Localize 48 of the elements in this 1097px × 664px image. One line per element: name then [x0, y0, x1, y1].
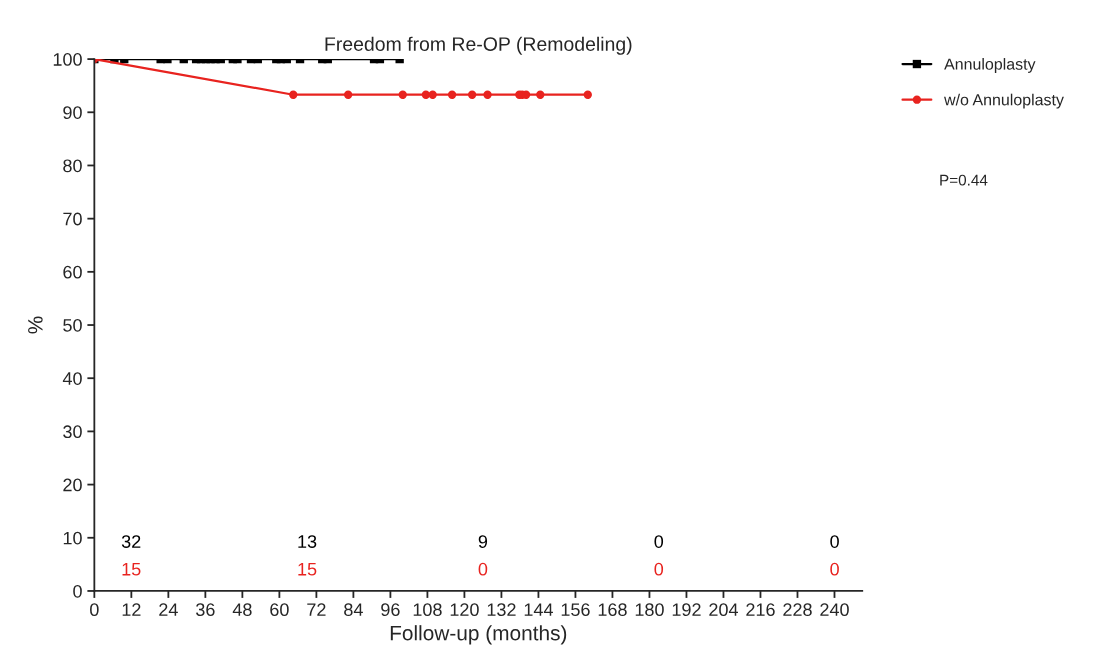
y-tick-label: 60	[63, 265, 82, 279]
x-tick-label: 108	[413, 603, 442, 617]
y-axis-title: %	[28, 316, 43, 334]
x-tick-label: 72	[307, 603, 326, 616]
legend-label: Annuloplasty	[944, 58, 1036, 73]
legend-label: w/o Annuloplasty	[944, 93, 1064, 109]
chart-title: Freedom from Re-OP (Remodeling)	[325, 36, 632, 55]
annotation: 32	[121, 535, 141, 548]
x-tick-label: 120	[450, 603, 479, 617]
y-tick-label: 10	[63, 531, 82, 545]
x-tick-label: 240	[820, 603, 849, 617]
x-tick-label: 12	[122, 603, 141, 616]
annotation: 15	[122, 563, 141, 576]
y-tick-label: 90	[63, 106, 82, 119]
annotation: 15	[298, 563, 317, 576]
annotation: 9	[478, 535, 488, 548]
x-tick-label: 156	[561, 603, 590, 617]
y-tick-label: 0	[73, 584, 82, 598]
y-tick-label: 50	[63, 318, 82, 332]
x-tick-label: 168	[598, 603, 627, 617]
annotation: 13	[298, 535, 317, 548]
x-tick-label: 204	[709, 603, 738, 617]
annotation: 0	[830, 562, 839, 576]
y-tick-label: 80	[63, 159, 82, 173]
annotation: 0	[478, 562, 488, 576]
x-tick-label: 24	[159, 603, 178, 616]
x-tick-label: 216	[746, 603, 775, 617]
annotation: 0	[830, 535, 839, 548]
x-tick-label: 96	[381, 603, 400, 617]
x-tick-label: 144	[524, 603, 553, 616]
x-tick-label: 48	[232, 603, 252, 617]
y-tick-label: 30	[63, 425, 82, 439]
annotation: 0	[654, 535, 664, 548]
x-tick-label: 60	[270, 603, 289, 617]
y-tick-label: 100	[53, 53, 82, 66]
x-tick-label: 192	[672, 603, 701, 617]
y-tick-label: 70	[63, 212, 82, 226]
y-tick-label: 20	[63, 478, 82, 492]
x-axis-title: Follow-up (months)	[390, 625, 567, 645]
x-tick-label: 84	[344, 603, 363, 617]
text: P=0.44	[940, 174, 988, 186]
x-tick-label: 180	[635, 603, 664, 617]
x-tick-label: 36	[196, 603, 215, 617]
x-tick-label: 228	[783, 603, 812, 617]
x-tick-label: 0	[90, 603, 99, 617]
x-tick-label: 132	[487, 603, 516, 617]
annotation: 0	[654, 562, 664, 576]
y-tick-label: 40	[62, 372, 82, 385]
